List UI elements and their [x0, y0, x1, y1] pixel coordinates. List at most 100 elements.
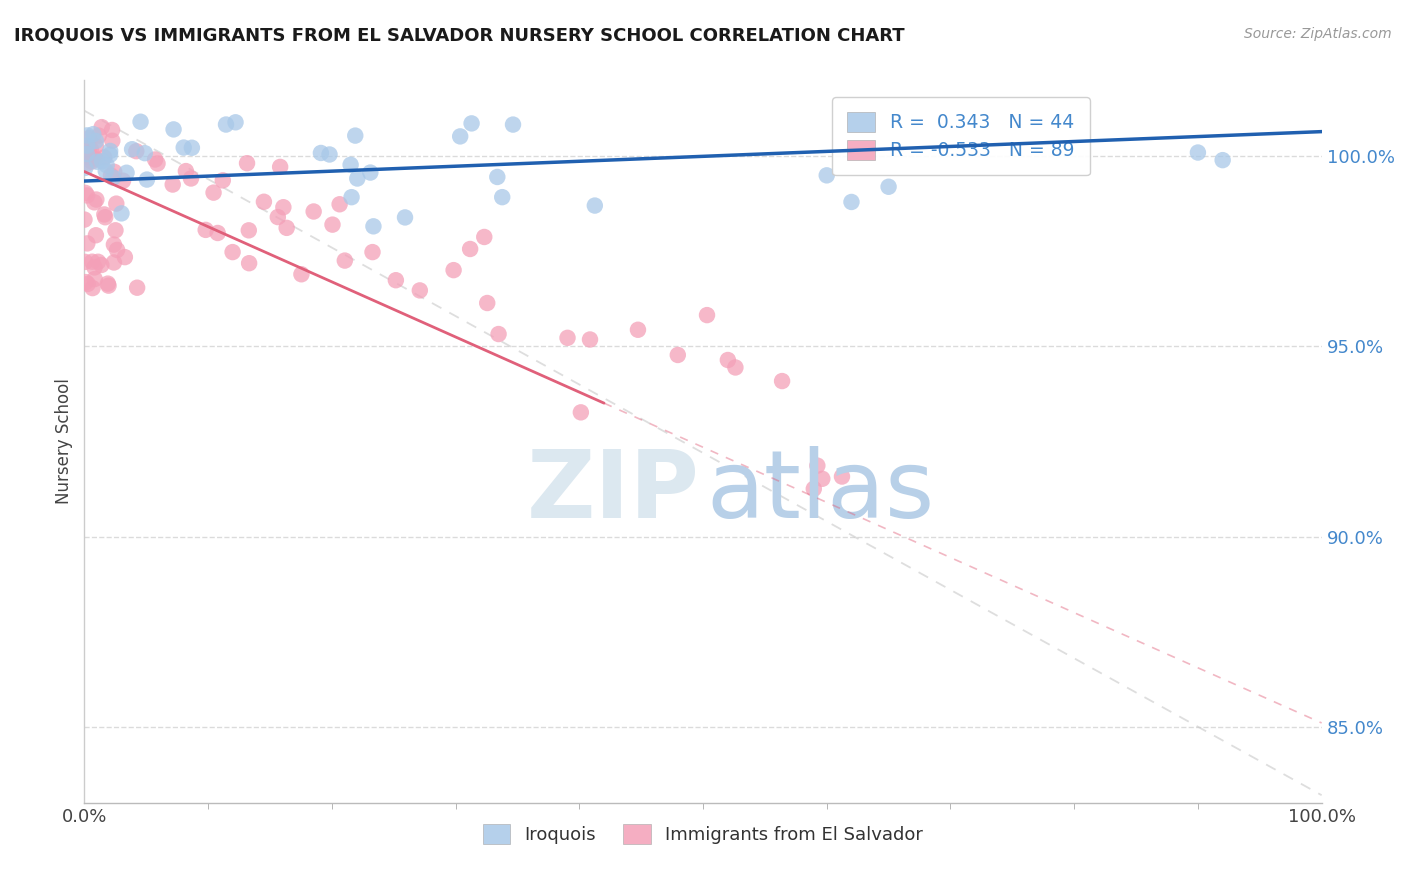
Point	[114, 250, 136, 264]
Point	[579, 333, 602, 347]
Legend: Iroquois, Immigrants from El Salvador: Iroquois, Immigrants from El Salvador	[477, 817, 929, 852]
Point	[724, 360, 747, 375]
Point	[105, 243, 128, 257]
Point	[472, 230, 495, 244]
Point	[83, 195, 105, 210]
Point	[238, 256, 260, 270]
Point	[94, 211, 117, 225]
Point	[696, 308, 718, 322]
Point	[333, 253, 356, 268]
Point	[877, 179, 900, 194]
Point	[815, 169, 838, 183]
Point	[134, 146, 156, 161]
Point	[211, 173, 233, 187]
Point	[93, 207, 115, 221]
Point	[488, 326, 510, 341]
Point	[290, 267, 312, 281]
Point	[90, 258, 112, 272]
Point	[125, 145, 148, 159]
Point	[79, 150, 101, 164]
Point	[129, 114, 152, 128]
Point	[458, 242, 481, 256]
Point	[811, 472, 834, 486]
Point	[502, 118, 524, 132]
Point	[84, 139, 107, 153]
Point	[86, 154, 108, 169]
Point	[82, 254, 104, 268]
Point	[309, 145, 332, 160]
Point	[87, 128, 110, 143]
Point	[361, 245, 384, 260]
Point	[112, 174, 135, 188]
Point	[76, 138, 98, 153]
Y-axis label: Nursery School: Nursery School	[55, 378, 73, 505]
Point	[359, 165, 381, 179]
Point	[806, 458, 828, 473]
Point	[84, 228, 107, 243]
Point	[666, 348, 689, 362]
Point	[76, 277, 98, 291]
Point	[97, 277, 120, 291]
Point	[105, 196, 128, 211]
Point	[75, 275, 97, 289]
Point	[329, 197, 352, 211]
Point	[194, 223, 217, 237]
Point	[80, 142, 103, 156]
Text: ZIP: ZIP	[526, 446, 699, 538]
Point	[202, 186, 225, 200]
Point	[100, 169, 122, 183]
Point	[339, 158, 361, 172]
Point	[86, 193, 108, 207]
Point	[460, 116, 482, 130]
Point	[803, 482, 825, 496]
Point	[136, 172, 159, 186]
Point	[103, 237, 125, 252]
Point	[103, 165, 125, 179]
Point	[363, 219, 385, 234]
Point	[143, 153, 166, 167]
Point	[75, 161, 97, 175]
Point	[267, 210, 290, 224]
Text: atlas: atlas	[707, 446, 935, 538]
Point	[269, 160, 291, 174]
Point	[83, 260, 105, 275]
Point	[443, 263, 465, 277]
Point	[486, 169, 509, 184]
Point	[87, 254, 110, 268]
Point	[127, 281, 149, 295]
Point	[76, 128, 98, 143]
Point	[96, 158, 118, 172]
Point	[344, 128, 367, 143]
Point	[97, 278, 120, 293]
Point	[76, 156, 98, 170]
Point	[1187, 145, 1209, 160]
Point	[146, 156, 169, 170]
Point	[394, 211, 416, 225]
Point	[76, 147, 98, 161]
Point	[491, 190, 513, 204]
Point	[770, 374, 793, 388]
Point	[569, 405, 592, 419]
Point	[321, 218, 343, 232]
Point	[104, 223, 127, 237]
Point	[84, 134, 107, 148]
Point	[180, 141, 202, 155]
Point	[91, 154, 114, 169]
Point	[84, 152, 107, 166]
Point	[90, 120, 112, 135]
Point	[101, 170, 124, 185]
Point	[302, 204, 325, 219]
Point	[215, 118, 238, 132]
Point	[94, 164, 117, 178]
Point	[75, 255, 97, 269]
Point	[477, 296, 499, 310]
Point	[253, 194, 276, 209]
Point	[1212, 153, 1234, 168]
Point	[717, 353, 740, 368]
Point	[385, 273, 408, 287]
Point	[162, 178, 184, 192]
Point	[449, 129, 471, 144]
Point	[98, 144, 121, 158]
Point	[557, 331, 579, 345]
Point	[77, 141, 100, 155]
